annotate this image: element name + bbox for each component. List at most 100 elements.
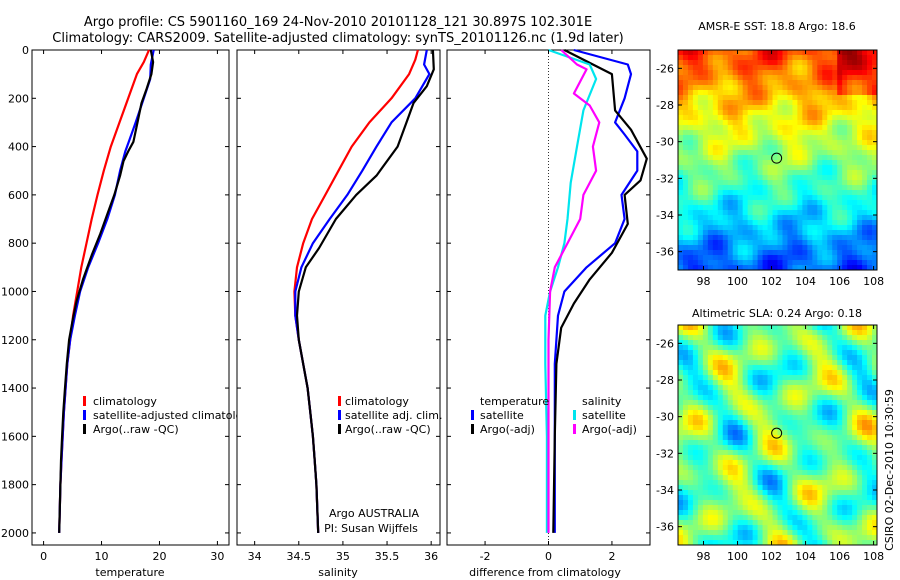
heatmap-cell <box>687 120 694 126</box>
heatmap-cell <box>682 455 689 461</box>
heatmap-cell <box>682 510 689 516</box>
heatmap-cell <box>802 480 808 486</box>
heatmap-cell <box>812 210 818 216</box>
heatmap-cell <box>867 120 873 126</box>
heatmap-cell <box>812 200 818 206</box>
heatmap-cell <box>872 65 878 71</box>
heatmap-cell <box>678 350 684 356</box>
heatmap-cell <box>767 435 773 441</box>
heatmap-cell <box>732 220 739 226</box>
heatmap-cell <box>817 125 823 131</box>
heatmap-cell <box>792 450 798 456</box>
heatmap-cell <box>812 215 818 221</box>
heatmap-cell <box>772 360 778 366</box>
heatmap-cell <box>687 125 694 131</box>
heatmap-cell <box>707 180 714 186</box>
heatmap-cell <box>777 420 783 426</box>
heatmap-cell <box>697 440 704 446</box>
heatmap-cell <box>797 255 803 261</box>
heatmap-cell <box>732 55 739 61</box>
heatmap-cell <box>712 470 719 476</box>
heatmap-cell <box>712 450 719 456</box>
heatmap-cell <box>678 240 684 246</box>
heatmap-cell <box>822 370 828 376</box>
heatmap-cell <box>732 450 739 456</box>
heatmap-cell <box>717 55 724 61</box>
heatmap-cell <box>682 90 689 96</box>
heatmap-cell <box>717 190 724 196</box>
heatmap-cell <box>812 125 818 131</box>
heatmap-cell <box>747 445 754 451</box>
heatmap-cell <box>697 235 704 241</box>
heatmap-cell <box>842 90 848 96</box>
heatmap-cell <box>682 445 689 451</box>
heatmap-cell <box>827 485 833 491</box>
heatmap-cell <box>682 60 689 66</box>
heatmap-cell <box>712 540 719 546</box>
heatmap-cell <box>777 205 783 211</box>
heatmap-cell <box>847 215 853 221</box>
heatmap-cell <box>747 460 754 466</box>
heatmap-cell <box>847 225 853 231</box>
heatmap-cell <box>747 380 754 386</box>
heatmap-cell <box>782 50 788 56</box>
heatmap-cell <box>762 190 768 196</box>
heatmap-cell <box>827 325 833 331</box>
heatmap-cell <box>692 460 699 466</box>
heatmap-cell <box>872 445 878 451</box>
heatmap-cell <box>697 380 704 386</box>
heatmap-cell <box>702 100 709 106</box>
heatmap-cell <box>752 370 759 376</box>
heatmap-cell <box>817 240 823 246</box>
heatmap-cell <box>732 245 739 251</box>
heatmap-cell <box>692 415 699 421</box>
heatmap-cell <box>797 260 803 266</box>
lat-tick-label: -36 <box>656 246 674 259</box>
heatmap-cell <box>807 85 813 91</box>
heatmap-cell <box>822 265 828 271</box>
heatmap-cell <box>692 470 699 476</box>
heatmap-cell <box>752 355 759 361</box>
heatmap-cell <box>757 245 763 251</box>
heatmap-cell <box>787 405 793 411</box>
heatmap-cell <box>737 90 744 96</box>
heatmap-cell <box>678 80 684 86</box>
heatmap-cell <box>832 465 838 471</box>
heatmap-cell <box>822 460 828 466</box>
heatmap-cell <box>862 410 868 416</box>
heatmap-cell <box>757 230 763 236</box>
heatmap-cell <box>867 355 873 361</box>
heatmap-cell <box>702 465 709 471</box>
heatmap-cell <box>837 465 843 471</box>
heatmap-cell <box>697 335 704 341</box>
heatmap-cell <box>772 380 778 386</box>
heatmap-cell <box>812 395 818 401</box>
heatmap-cell <box>682 105 689 111</box>
heatmap-cell <box>822 165 828 171</box>
heatmap-cell <box>857 505 863 511</box>
heatmap-cell <box>792 420 798 426</box>
heatmap-cell <box>702 110 709 116</box>
heatmap-cell <box>678 130 684 136</box>
heatmap-cell <box>692 145 699 151</box>
heatmap-cell <box>802 375 808 381</box>
heatmap-cell <box>687 230 694 236</box>
heatmap-cell <box>857 65 863 71</box>
heatmap-cell <box>807 205 813 211</box>
heatmap-cell <box>697 365 704 371</box>
heatmap-cell <box>678 170 684 176</box>
heatmap-cell <box>787 480 793 486</box>
heatmap-cell <box>717 180 724 186</box>
heatmap-cell <box>792 465 798 471</box>
heatmap-cell <box>727 155 734 161</box>
heatmap-cell <box>757 375 763 381</box>
heatmap-cell <box>807 255 813 261</box>
heatmap-cell <box>842 435 848 441</box>
heatmap-cell <box>812 375 818 381</box>
heatmap-cell <box>862 205 868 211</box>
heatmap-cell <box>862 395 868 401</box>
heatmap-cell <box>742 85 749 91</box>
heatmap-cell <box>742 480 749 486</box>
heatmap-cell <box>807 490 813 496</box>
heatmap-cell <box>862 175 868 181</box>
